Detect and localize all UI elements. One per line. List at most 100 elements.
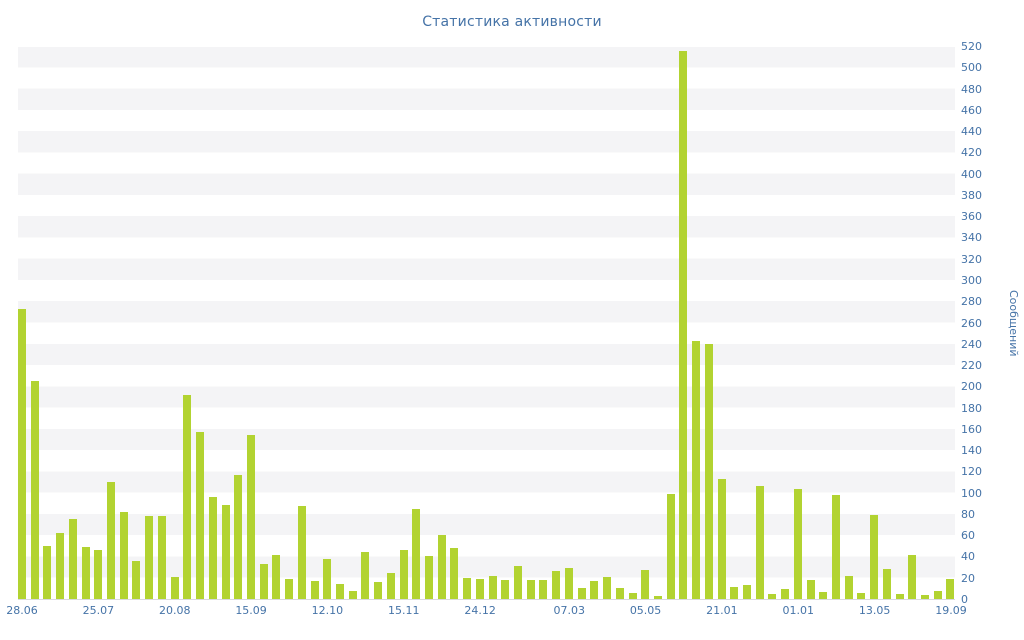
bar <box>323 558 332 599</box>
bar <box>56 533 65 599</box>
bar <box>412 508 421 599</box>
bar <box>437 535 446 599</box>
y-tick-label: 20 <box>961 571 975 585</box>
bar <box>285 578 294 599</box>
x-tick-label: 12.10 <box>311 604 344 617</box>
bar <box>653 595 662 599</box>
bar <box>781 589 790 599</box>
bar <box>946 578 955 599</box>
bar <box>463 577 472 599</box>
y-tick-label: 300 <box>961 273 982 287</box>
bar <box>361 552 370 599</box>
y-tick-label: 80 <box>961 507 975 521</box>
bar <box>717 478 726 599</box>
bar <box>501 579 510 599</box>
bar <box>857 592 866 599</box>
bar <box>68 519 77 599</box>
bar <box>348 590 357 599</box>
x-tick-label: 05.05 <box>629 604 662 617</box>
bar <box>641 570 650 599</box>
y-tick-label: 520 <box>961 40 982 53</box>
plot-area <box>18 47 955 600</box>
y-tick-label: 380 <box>961 188 982 202</box>
y-tick-label: 40 <box>961 550 975 564</box>
x-tick-label: 24.12 <box>464 604 496 617</box>
bar <box>234 474 243 599</box>
chart-title: Статистика активности <box>422 14 602 30</box>
bar <box>196 432 205 599</box>
bar <box>450 547 459 599</box>
x-tick-label: 15.11 <box>388 604 420 617</box>
bar <box>246 435 255 599</box>
y-tick-label: 120 <box>961 465 982 479</box>
bar <box>870 515 879 599</box>
bar <box>768 593 777 599</box>
bar <box>552 571 561 599</box>
y-tick-label: 100 <box>961 486 982 500</box>
bar <box>81 546 90 599</box>
y-axis: 0 20 40 60 80 100 120 140 160 180 200 220 240 260 280 3… <box>961 41 991 606</box>
bar <box>119 511 128 599</box>
y-tick-label: 360 <box>961 210 982 224</box>
x-tick-label: 20.08 <box>158 604 191 617</box>
y-tick-label: 480 <box>961 82 982 96</box>
bar <box>908 555 917 599</box>
y-tick-label: 340 <box>961 231 982 245</box>
y-tick-label: 400 <box>961 167 982 181</box>
bar <box>221 505 230 599</box>
y-tick-label: 200 <box>961 380 982 394</box>
bar <box>526 579 535 599</box>
bar <box>18 308 26 599</box>
bar <box>335 584 344 599</box>
bar <box>844 575 853 599</box>
x-axis: 28.06 25.07 20.08 15.09 12.10 15.11 24.12 07.03… <box>6 604 967 620</box>
x-tick-label: 21.01 <box>706 604 738 617</box>
y-axis-title: Сообщений <box>1007 290 1020 357</box>
y-tick-label: 220 <box>961 359 982 373</box>
bar <box>399 550 408 599</box>
bar <box>692 340 701 599</box>
x-tick-label: 15.09 <box>235 604 267 617</box>
y-tick-label: 500 <box>961 61 982 75</box>
y-tick-label: 460 <box>961 103 982 117</box>
y-tick-label: 420 <box>961 146 982 160</box>
bar <box>475 578 484 599</box>
bar <box>297 506 306 599</box>
y-tick-label: 140 <box>961 444 982 458</box>
bar <box>514 566 523 599</box>
bar <box>374 582 383 599</box>
bar <box>603 576 612 599</box>
bar <box>755 486 764 599</box>
y-tick-label: 60 <box>961 529 975 543</box>
bar <box>895 593 904 599</box>
bar <box>806 579 815 599</box>
bar <box>793 489 802 599</box>
bar <box>628 592 637 599</box>
bar <box>704 343 713 599</box>
bar <box>832 494 840 599</box>
bar <box>183 394 192 599</box>
x-tick-label: 28.06 <box>6 604 38 617</box>
bar <box>259 563 268 599</box>
bar <box>272 555 281 599</box>
bar <box>819 591 828 599</box>
bar <box>882 569 891 599</box>
y-tick-label: 280 <box>961 295 982 309</box>
bar <box>30 381 39 599</box>
y-tick-label: 0 <box>961 593 968 606</box>
bar <box>145 516 154 599</box>
bar <box>615 588 624 599</box>
y-tick-label: 180 <box>961 401 982 415</box>
bar <box>208 496 217 599</box>
bar <box>386 573 395 599</box>
bar <box>132 560 141 599</box>
bar <box>590 580 599 599</box>
x-tick-label: 13.05 <box>858 604 891 617</box>
bar <box>679 51 688 599</box>
x-tick-label: 01.01 <box>782 604 815 617</box>
bar <box>107 482 116 599</box>
bar <box>539 579 548 599</box>
y-tick-label: 260 <box>961 316 982 330</box>
bar <box>564 568 573 599</box>
